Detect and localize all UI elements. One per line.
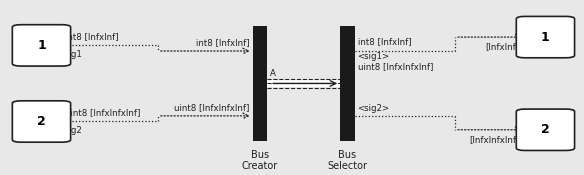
Text: sig1: sig1 [65,50,83,58]
Text: <sig1>: <sig1> [357,52,390,61]
Bar [340,26,354,141]
Text: <sig2>: <sig2> [357,104,390,113]
FancyBboxPatch shape [516,109,575,150]
Text: uint8 [InfxInfxInf]: uint8 [InfxInfxInf] [65,108,140,117]
Text: [InfxInfxInf]: [InfxInfxInf] [469,135,519,144]
Text: 2: 2 [541,123,550,136]
Text: Bus
Selector: Bus Selector [328,150,367,171]
FancyBboxPatch shape [516,16,575,58]
Text: A: A [270,69,276,78]
Text: 1: 1 [37,39,46,52]
Text: uint8 [InfxInfxInf]: uint8 [InfxInfxInf] [175,103,250,112]
Text: [InfxInf]: [InfxInf] [485,42,519,51]
Text: sig2: sig2 [65,126,83,135]
FancyBboxPatch shape [12,25,71,66]
Bar [253,26,267,141]
Text: 2: 2 [37,115,46,128]
Text: int8 [InfxInf]: int8 [InfxInf] [357,37,411,46]
Text: uint8 [InfxInfxInf]: uint8 [InfxInfxInf] [357,63,433,72]
FancyBboxPatch shape [12,101,71,142]
Text: 1: 1 [541,31,550,44]
Text: int8 [InfxInf]: int8 [InfxInf] [65,32,119,41]
Text: int8 [InfxInf]: int8 [InfxInf] [196,38,250,47]
Text: Bus
Creator: Bus Creator [242,150,278,171]
